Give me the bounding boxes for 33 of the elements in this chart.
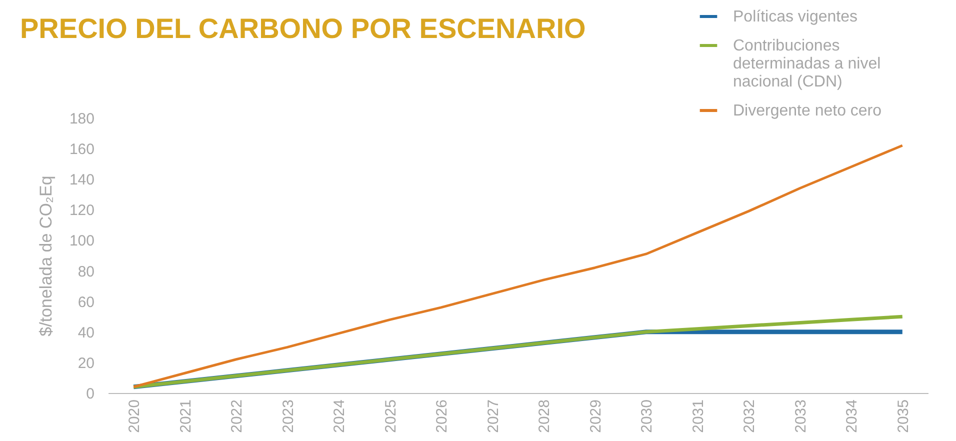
y-tick-label: 60 [78,294,94,311]
legend-label: Políticas vigentes [733,8,858,26]
y-tick-label: 20 [78,354,94,372]
chart-title: PRECIO DEL CARBONO POR ESCENARIO [20,13,586,44]
y-tick-label: 0 [86,386,94,402]
y-tick-label: 180 [69,110,94,128]
x-tick-label: 2027 [484,400,502,433]
legend-label: Divergente neto cero [733,102,882,120]
line-series [132,144,904,388]
x-tick-label: 2023 [280,400,297,433]
line-series [132,314,904,389]
y-tick-label: 120 [69,202,94,220]
y-axis-title: $/tonelada de CO₂Eq [36,176,56,336]
y-tick-label: 140 [69,172,94,189]
x-tick-label: 2032 [741,400,758,433]
x-tick-label: 2035 [894,400,912,433]
x-tick-label: 2028 [536,400,554,433]
x-tick-label: 2025 [382,400,400,433]
legend-label: Contribuciones determinadas a nivel nacional (CDN) [733,38,881,90]
y-tick-label: 160 [69,141,94,158]
y-tick-label: 80 [78,263,94,280]
x-tick-label: 2031 [690,400,707,433]
x-tick-label: 2033 [792,400,810,433]
y-tick-label: 40 [78,324,94,342]
x-tick-label: 2020 [126,400,144,433]
x-tick-label: 2026 [434,400,451,433]
x-tick-label: 2030 [638,400,656,433]
x-tick-label: 2024 [331,400,348,433]
x-tick-label: 2021 [177,400,194,433]
x-tick-label: 2034 [844,400,861,433]
y-tick-label: 100 [69,232,94,250]
x-tick-label: 2022 [228,400,246,433]
x-tick-label: 2029 [587,400,604,433]
